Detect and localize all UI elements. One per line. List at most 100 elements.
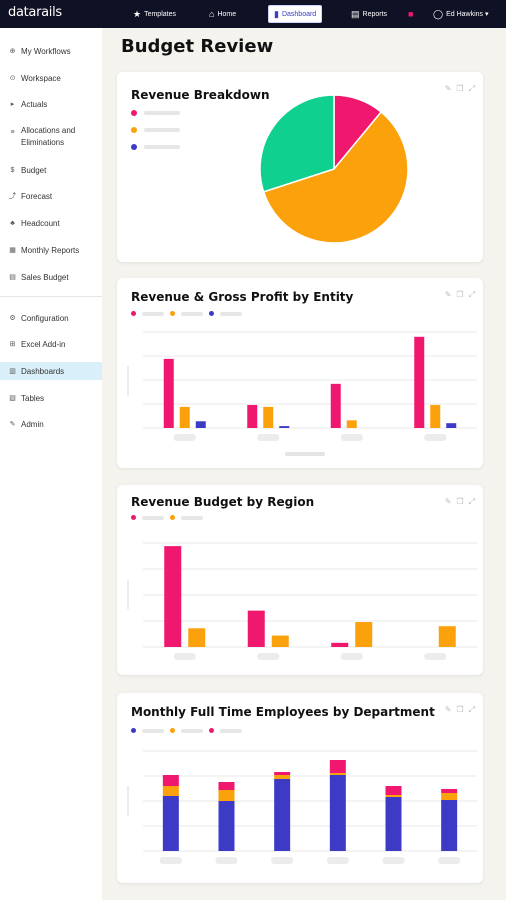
revenue-budget-region-card: Revenue Budget by Region ✎ ❐ ⤢	[117, 485, 483, 675]
x-tick-label-placeholder	[340, 434, 363, 441]
nav-dashboard[interactable]: ▮ Dashboard	[268, 5, 323, 23]
nav-templates-label: Templates	[144, 10, 176, 18]
bar	[385, 795, 402, 797]
legend-item	[131, 144, 180, 150]
allocations-icon: ≡	[10, 129, 15, 136]
pie-slice	[262, 110, 409, 244]
sidebar-item-label: Excel Add-in	[21, 339, 66, 349]
legend-label-placeholder	[142, 515, 164, 520]
legend-label-placeholder	[220, 728, 242, 733]
expand-icon[interactable]: ⤢	[468, 84, 475, 93]
nav-reports[interactable]: ▤ Reports	[346, 5, 392, 23]
chart-title: Revenue & Gross Profit by Entity	[131, 290, 354, 304]
bar	[274, 772, 291, 775]
bar	[331, 642, 349, 647]
sidebar-item-label: Sales Budget	[21, 272, 69, 282]
legend-swatch	[170, 728, 175, 733]
sidebar-item-label: Allocations and Eliminations	[21, 126, 76, 147]
edit-icon[interactable]: ✎	[444, 290, 452, 299]
sidebar-item-allocations[interactable]: ≡ Allocations and Eliminations	[0, 125, 102, 151]
bar-chart	[127, 331, 477, 456]
workflows-icon: ⊕	[9, 48, 16, 55]
sidebar-item-label: Headcount	[21, 218, 60, 228]
edit-icon[interactable]: ✎	[444, 84, 452, 93]
x-tick-label-placeholder	[159, 857, 182, 864]
x-tick-label-placeholder	[215, 857, 238, 864]
user-menu-label: Ed Hawkins ▾	[446, 11, 489, 18]
copy-icon[interactable]: ❐	[456, 497, 464, 506]
copy-icon[interactable]: ❐	[456, 290, 464, 299]
sidebar-item-headcount[interactable]: ♣ Headcount	[0, 214, 102, 232]
bar	[329, 760, 346, 773]
sidebar-item-label: My Workflows	[21, 46, 71, 56]
sidebar-item-forecast[interactable]: ⤴ Forecast	[0, 187, 102, 205]
sidebar-item-excel-add-in[interactable]: ⊞ Excel Add-in	[0, 335, 102, 353]
nav-templates[interactable]: ★ Templates	[128, 5, 181, 23]
excel-icon: ⊞	[9, 341, 16, 348]
legend-swatch	[209, 311, 214, 316]
sidebar-item-my-workflows[interactable]: ⊕ My Workflows	[0, 42, 102, 60]
edit-icon[interactable]: ✎	[444, 497, 452, 506]
sidebar-item-label: Actuals	[21, 99, 48, 109]
chart-legend	[131, 311, 242, 316]
expand-icon[interactable]: ⤢	[468, 705, 475, 714]
bar	[441, 789, 458, 793]
sidebar-item-sales-budget[interactable]: ▤ Sales Budget	[0, 268, 102, 286]
x-tick-label-placeholder	[257, 653, 280, 660]
expand-icon[interactable]: ⤢	[468, 290, 475, 299]
bar	[385, 797, 402, 851]
sidebar-item-workspace[interactable]: ⊙ Workspace	[0, 69, 102, 87]
sidebar-item-dashboards[interactable]: ▥ Dashboards	[0, 362, 102, 380]
bar	[274, 775, 291, 779]
workspace-icon: ⊙	[9, 75, 16, 82]
bar	[247, 610, 265, 647]
user-icon: ◯	[433, 8, 444, 19]
bar	[195, 421, 206, 428]
bar	[438, 626, 456, 647]
bar	[279, 426, 290, 428]
sidebar-item-actuals[interactable]: ▸ Actuals	[0, 95, 102, 113]
pie-slice	[259, 94, 335, 193]
sidebar-item-admin[interactable]: ✎ Admin	[0, 415, 102, 433]
headcount-icon: ♣	[10, 219, 15, 227]
user-menu[interactable]: ◯ Ed Hawkins ▾	[428, 5, 494, 23]
chart-title: Revenue Breakdown	[131, 88, 270, 102]
copy-icon[interactable]: ❐	[456, 84, 464, 93]
edit-icon[interactable]: ✎	[444, 705, 452, 714]
legend-label-placeholder	[144, 111, 180, 115]
nav-home[interactable]: ⌂ Home	[204, 5, 241, 23]
copy-icon[interactable]: ❐	[456, 705, 464, 714]
legend-swatch	[131, 110, 137, 116]
sidebar-item-tables[interactable]: ▧ Tables	[0, 389, 102, 407]
top-navigation-bar: datarails ★ Templates ⌂ Home ▮ Dashboard…	[0, 0, 506, 28]
sidebar-item-label: Tables	[21, 393, 45, 403]
bar	[163, 358, 174, 428]
notifications-button[interactable]: ■	[403, 5, 418, 23]
sidebar-item-budget[interactable]: $ Budget	[0, 161, 102, 179]
sidebar-item-label: Configuration	[21, 313, 69, 323]
bar	[441, 800, 458, 851]
card-tools: ✎ ❐ ⤢	[445, 290, 475, 300]
dashboard-icon: ▮	[274, 8, 279, 19]
revenue-gross-profit-card: Revenue & Gross Profit by Entity ✎ ❐ ⤢	[117, 278, 483, 468]
x-tick-label-placeholder	[438, 857, 461, 864]
gear-icon: ⚙	[9, 315, 16, 322]
sidebar-item-label: Workspace	[21, 73, 61, 83]
legend-swatch	[170, 311, 175, 316]
scrollbar	[285, 452, 325, 456]
legend-swatch	[170, 515, 175, 520]
x-tick-label-placeholder	[424, 434, 447, 441]
y-axis-label-placeholder	[127, 786, 129, 816]
sidebar-item-configuration[interactable]: ⚙ Configuration	[0, 309, 102, 327]
x-tick-label-placeholder	[340, 653, 363, 660]
expand-icon[interactable]: ⤢	[468, 497, 475, 506]
bar	[188, 628, 206, 647]
x-tick-label-placeholder	[271, 857, 294, 864]
tables-icon: ▧	[9, 395, 16, 402]
sidebar-item-monthly-reports[interactable]: ▦ Monthly Reports	[0, 241, 102, 259]
sidebar-item-label: Admin	[21, 419, 44, 429]
bar	[162, 775, 179, 786]
datarails-logo[interactable]: datarails	[8, 5, 62, 20]
legend-swatch	[131, 311, 136, 316]
sidebar-divider	[0, 296, 102, 297]
